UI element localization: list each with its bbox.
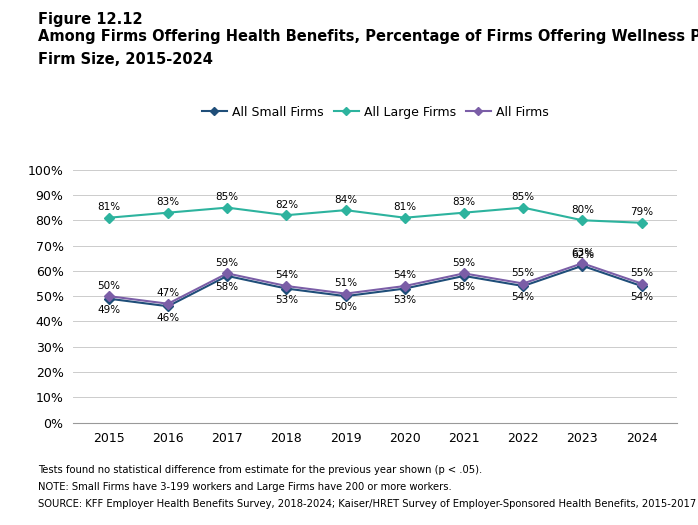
Text: 50%: 50%: [334, 302, 357, 312]
Text: 53%: 53%: [393, 295, 416, 305]
Text: 79%: 79%: [630, 207, 653, 217]
Text: 80%: 80%: [571, 205, 594, 215]
Text: 55%: 55%: [512, 268, 535, 278]
Text: 49%: 49%: [97, 305, 120, 315]
Text: 58%: 58%: [452, 282, 475, 292]
Text: 83%: 83%: [156, 197, 179, 207]
Text: 85%: 85%: [512, 192, 535, 202]
Text: 81%: 81%: [97, 202, 120, 212]
Text: 55%: 55%: [630, 268, 653, 278]
Text: 62%: 62%: [571, 250, 594, 260]
Text: 59%: 59%: [216, 258, 239, 268]
Text: 59%: 59%: [452, 258, 475, 268]
Text: 54%: 54%: [630, 292, 653, 302]
Text: 54%: 54%: [393, 270, 416, 280]
Text: 81%: 81%: [393, 202, 416, 212]
Text: 83%: 83%: [452, 197, 475, 207]
Text: 82%: 82%: [275, 200, 298, 209]
Text: 47%: 47%: [156, 288, 179, 298]
Text: 54%: 54%: [512, 292, 535, 302]
Text: 50%: 50%: [97, 280, 120, 290]
Text: 46%: 46%: [156, 312, 179, 322]
Text: NOTE: Small Firms have 3-199 workers and Large Firms have 200 or more workers.: NOTE: Small Firms have 3-199 workers and…: [38, 482, 452, 492]
Text: Firm Size, 2015-2024: Firm Size, 2015-2024: [38, 52, 214, 68]
Text: 51%: 51%: [334, 278, 357, 288]
Text: 85%: 85%: [216, 192, 239, 202]
Text: Tests found no statistical difference from estimate for the previous year shown : Tests found no statistical difference fr…: [38, 465, 482, 475]
Text: 63%: 63%: [571, 248, 594, 258]
Text: Among Firms Offering Health Benefits, Percentage of Firms Offering Wellness Prog: Among Firms Offering Health Benefits, Pe…: [38, 29, 698, 44]
Legend: All Small Firms, All Large Firms, All Firms: All Small Firms, All Large Firms, All Fi…: [197, 101, 554, 123]
Text: 58%: 58%: [216, 282, 239, 292]
Text: 53%: 53%: [275, 295, 298, 305]
Text: Figure 12.12: Figure 12.12: [38, 12, 143, 27]
Text: 54%: 54%: [275, 270, 298, 280]
Text: 84%: 84%: [334, 195, 357, 205]
Text: SOURCE: KFF Employer Health Benefits Survey, 2018-2024; Kaiser/HRET Survey of Em: SOURCE: KFF Employer Health Benefits Sur…: [38, 499, 697, 509]
